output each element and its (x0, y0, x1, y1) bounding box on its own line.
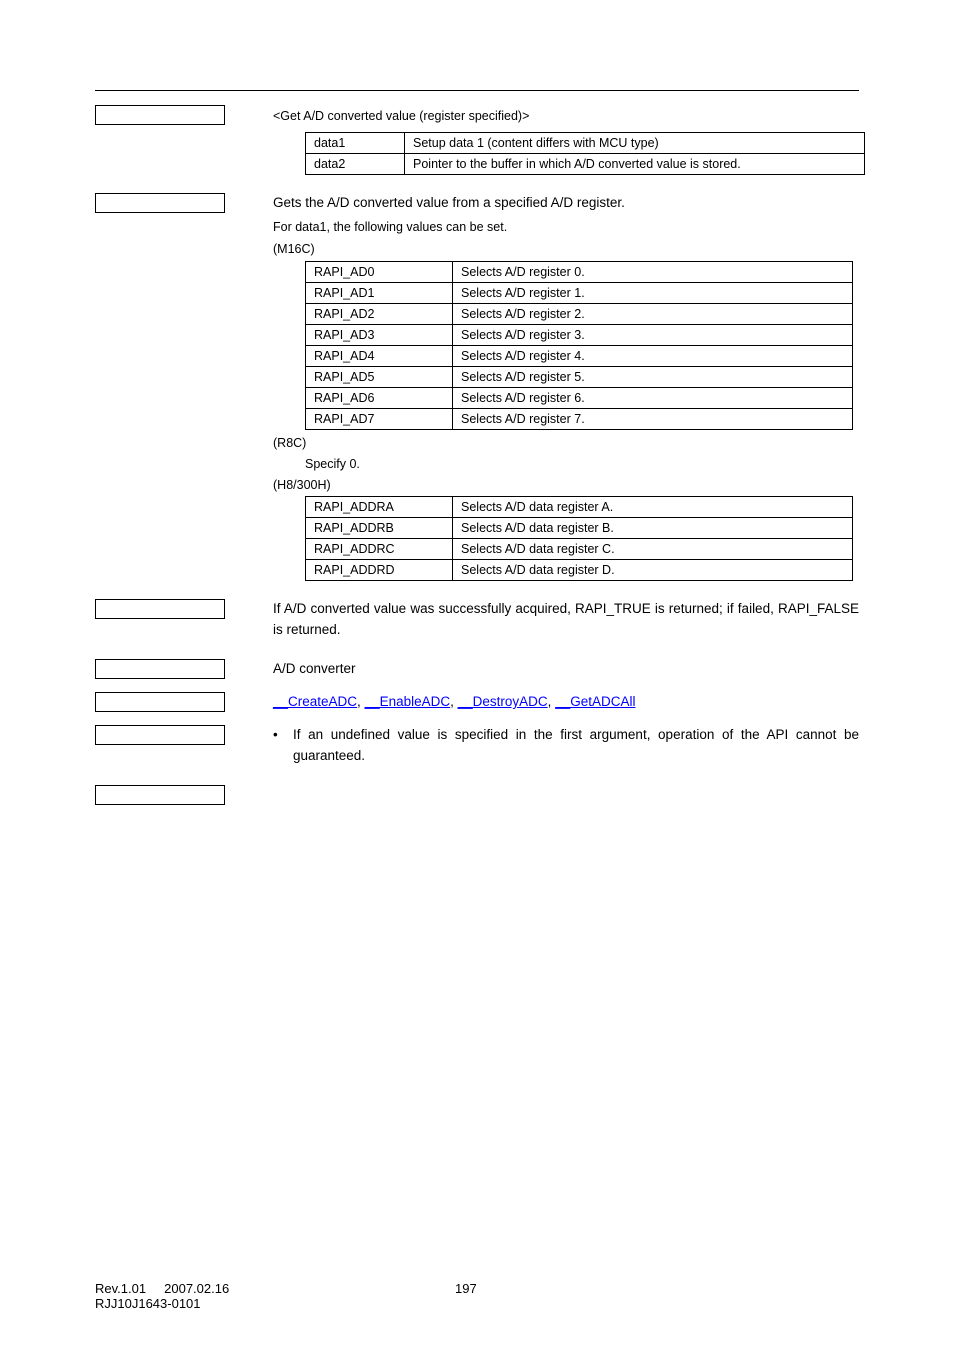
m16c-table: RAPI_AD0Selects A/D register 0. RAPI_AD1… (305, 261, 853, 430)
param-table: data1 Setup data 1 (content differs with… (305, 132, 865, 175)
h8-table: RAPI_ADDRASelects A/D data register A. R… (305, 496, 853, 581)
footer-rev: Rev.1.01 (95, 1281, 146, 1296)
get-value-heading: <Get A/D converted value (register speci… (273, 107, 859, 126)
table-row: data1 Setup data 1 (content differs with… (306, 132, 865, 153)
note-text: If an undefined value is specified in th… (293, 725, 859, 767)
link-get-adc-all[interactable]: __GetADCAll (555, 694, 635, 709)
section-label-box-1 (95, 105, 225, 125)
table-row: RAPI_ADDRDSelects A/D data register D. (306, 560, 853, 581)
table-row: RAPI_AD6Selects A/D register 6. (306, 388, 853, 409)
footer-date: 2007.02.16 (164, 1281, 229, 1296)
table-row: RAPI_AD1Selects A/D register 1. (306, 283, 853, 304)
description-sub: For data1, the following values can be s… (273, 218, 859, 237)
link-enable-adc[interactable]: __EnableADC (365, 694, 451, 709)
h8-label: (H8/300H) (273, 476, 859, 495)
section-label-box-6 (95, 725, 225, 745)
table-row: RAPI_ADDRASelects A/D data register A. (306, 497, 853, 518)
top-rule (95, 90, 859, 91)
footer-page-number: 197 (455, 1281, 477, 1296)
table-row: data2 Pointer to the buffer in which A/D… (306, 153, 865, 174)
table-row: RAPI_AD0Selects A/D register 0. (306, 262, 853, 283)
converter-text: A/D converter (273, 659, 859, 680)
param-key: data2 (306, 153, 405, 174)
table-row: RAPI_AD3Selects A/D register 3. (306, 325, 853, 346)
param-desc: Pointer to the buffer in which A/D conve… (405, 153, 865, 174)
description-lead: Gets the A/D converted value from a spec… (273, 193, 859, 214)
section-label-box-2 (95, 193, 225, 213)
table-row: RAPI_AD7Selects A/D register 7. (306, 409, 853, 430)
m16c-label: (M16C) (273, 240, 859, 259)
section-label-box-3 (95, 599, 225, 619)
section-label-box-4 (95, 659, 225, 679)
table-row: RAPI_AD2Selects A/D register 2. (306, 304, 853, 325)
table-row: RAPI_ADDRCSelects A/D data register C. (306, 539, 853, 560)
link-create-adc[interactable]: __CreateADC (273, 694, 357, 709)
r8c-label: (R8C) (273, 434, 859, 453)
param-key: data1 (306, 132, 405, 153)
param-desc: Setup data 1 (content differs with MCU t… (405, 132, 865, 153)
note-bullet: • If an undefined value is specified in … (273, 725, 859, 767)
section-label-box-5 (95, 692, 225, 712)
r8c-text: Specify 0. (305, 455, 859, 474)
table-row: RAPI_AD5Selects A/D register 5. (306, 367, 853, 388)
footer-doc-id: RJJ10J1643-0101 (95, 1296, 859, 1311)
links-list: __CreateADC, __EnableADC, __DestroyADC, … (273, 692, 859, 713)
return-text: If A/D converted value was successfully … (273, 599, 859, 641)
table-row: RAPI_AD4Selects A/D register 4. (306, 346, 853, 367)
page-footer: Rev.1.01 2007.02.16 197 RJJ10J1643-0101 (95, 1281, 859, 1311)
table-row: RAPI_ADDRBSelects A/D data register B. (306, 518, 853, 539)
section-label-box-7 (95, 785, 225, 805)
bullet-dot-icon: • (273, 725, 293, 767)
link-destroy-adc[interactable]: __DestroyADC (458, 694, 548, 709)
